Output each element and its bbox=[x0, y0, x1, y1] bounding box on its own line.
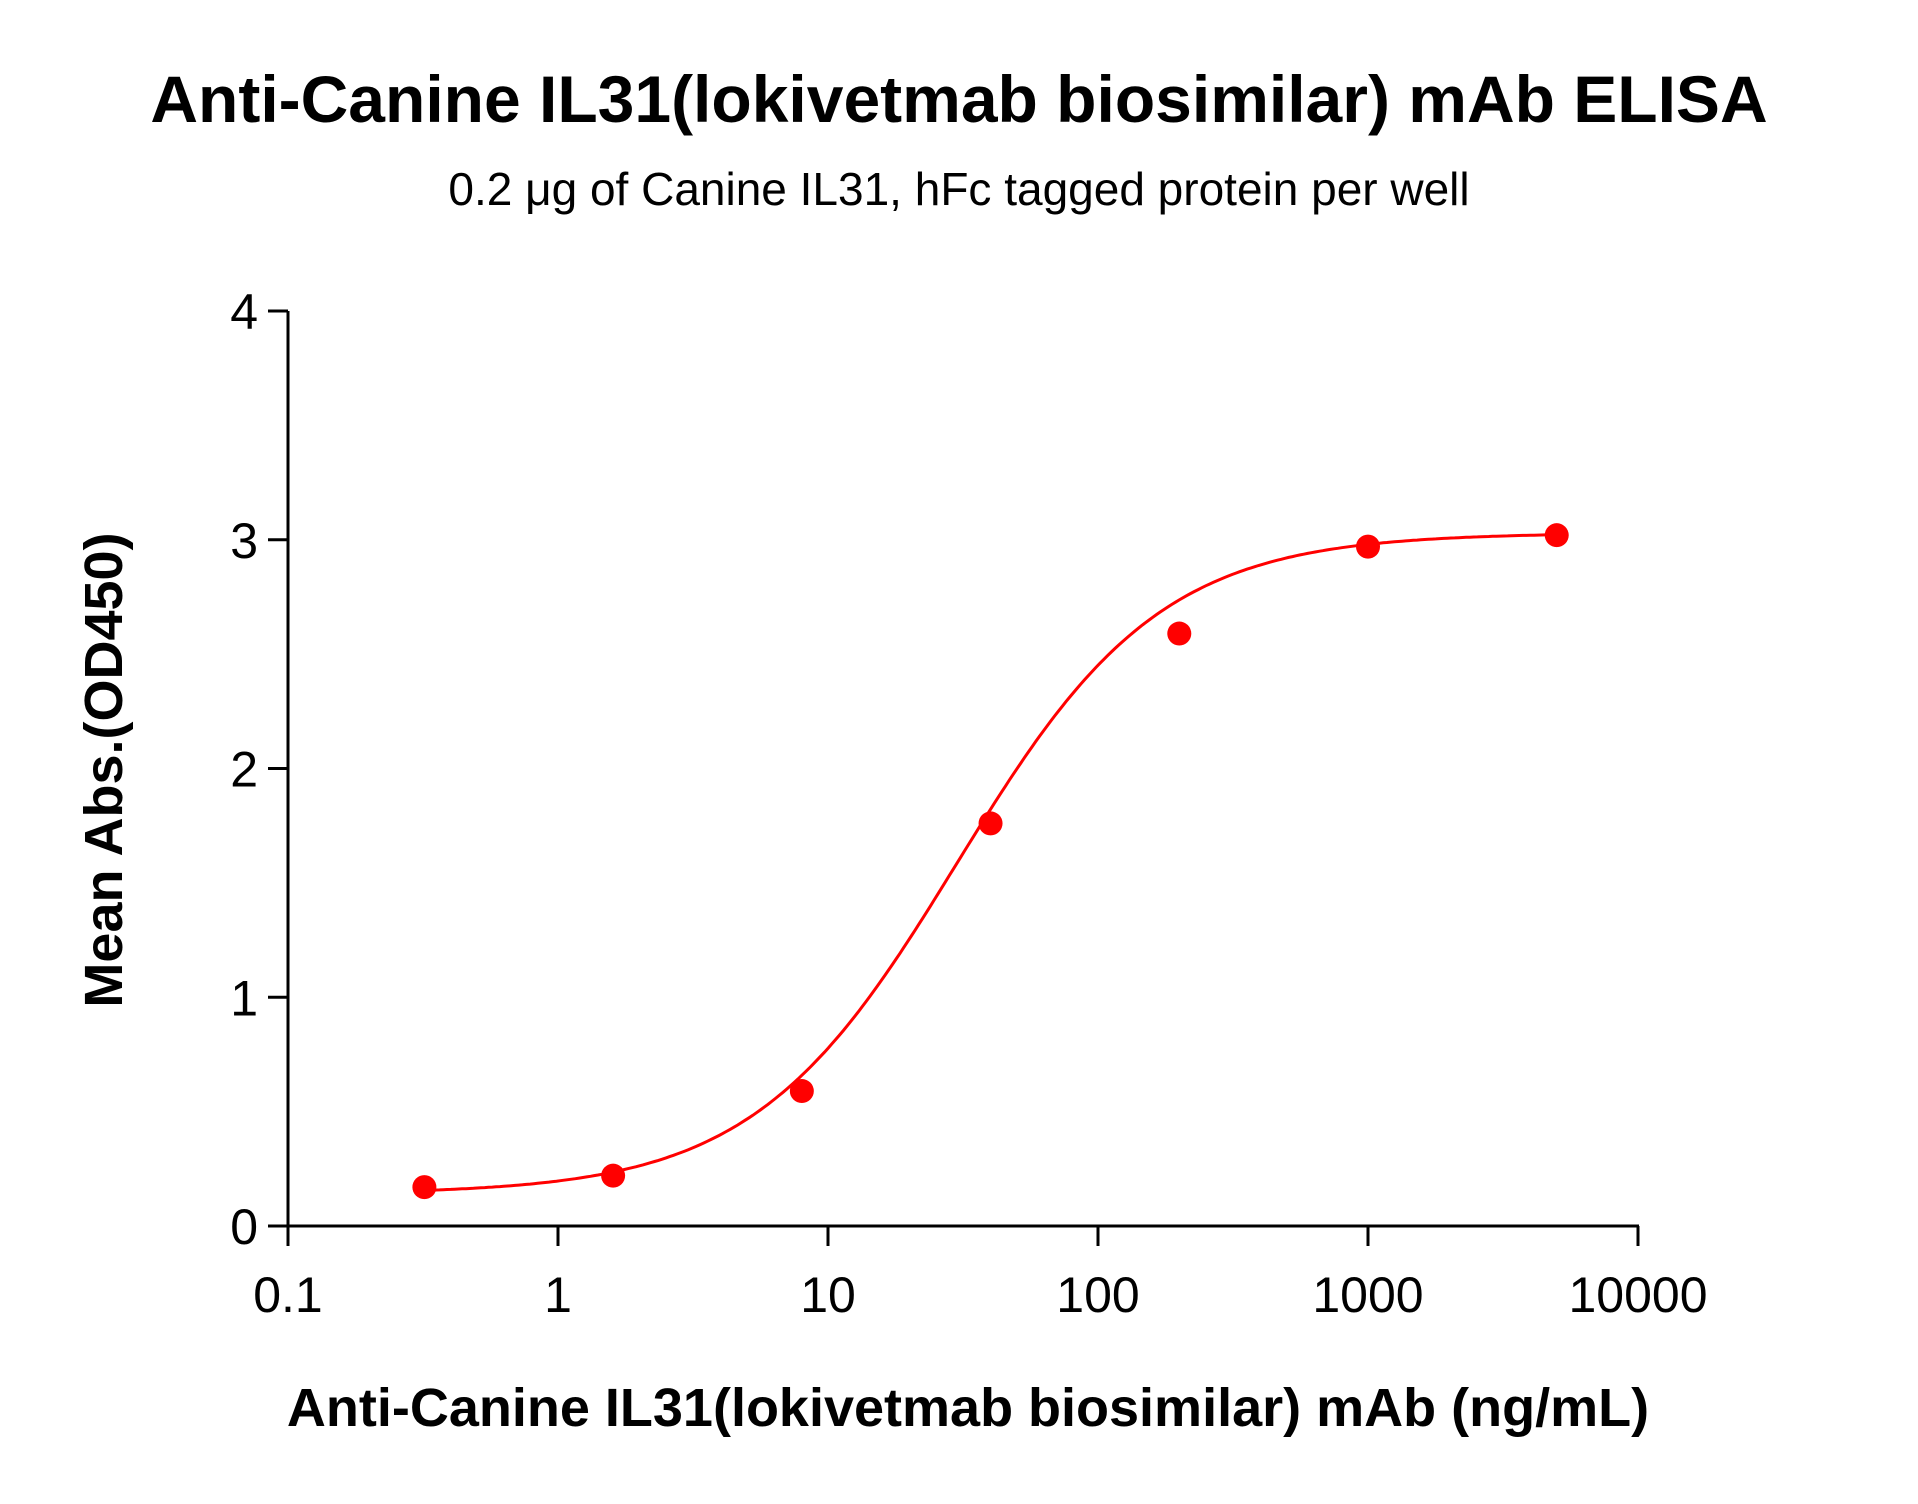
chart-subtitle: 0.2 μg of Canine IL31, hFc tagged protei… bbox=[448, 163, 1469, 215]
y-tick-label: 1 bbox=[230, 970, 258, 1026]
data-point bbox=[1167, 621, 1192, 646]
y-tick-label: 3 bbox=[230, 513, 258, 569]
y-tick-label: 4 bbox=[230, 284, 258, 340]
data-point bbox=[1356, 534, 1380, 559]
x-tick-label: 1000 bbox=[1312, 1267, 1423, 1323]
y-axis-label: Mean Abs.(OD450) bbox=[74, 532, 134, 1007]
data-point bbox=[1544, 523, 1569, 548]
x-tick-label: 0.1 bbox=[253, 1267, 323, 1323]
data-point bbox=[601, 1163, 626, 1188]
x-axis-label: Anti-Canine IL31(lokivetmab biosimilar) … bbox=[287, 1378, 1649, 1438]
y-tick-label: 2 bbox=[230, 742, 258, 798]
data-point bbox=[789, 1079, 814, 1104]
x-tick-label: 100 bbox=[1056, 1267, 1139, 1323]
fit-curve bbox=[424, 533, 1557, 1192]
data-point bbox=[412, 1175, 437, 1200]
chart-title: Anti-Canine IL31(lokivetmab biosimilar) … bbox=[150, 62, 1767, 136]
x-tick-label: 1 bbox=[544, 1267, 572, 1323]
x-tick-label: 10 bbox=[800, 1267, 856, 1323]
x-tick-label: 10000 bbox=[1568, 1267, 1707, 1323]
data-point bbox=[978, 811, 1003, 836]
y-tick-label: 0 bbox=[230, 1199, 258, 1255]
